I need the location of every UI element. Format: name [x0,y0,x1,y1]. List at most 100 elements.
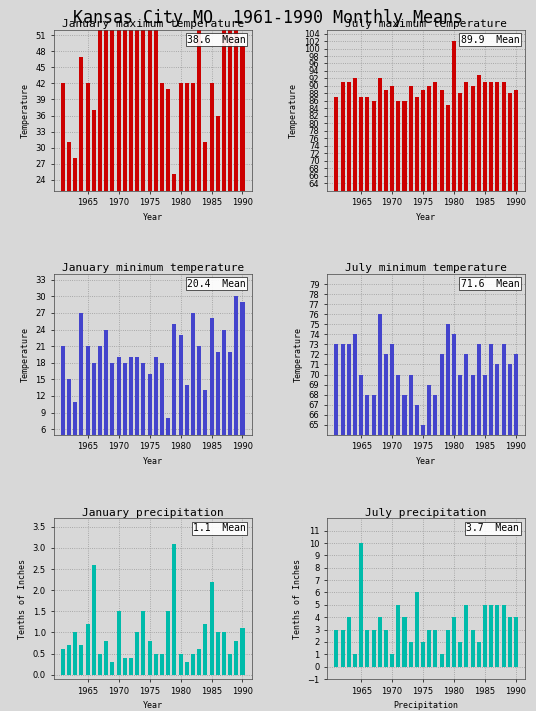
Bar [98,346,102,462]
Bar [67,645,71,675]
Bar [160,83,164,309]
Bar [440,354,444,711]
Text: 3.7  Mean: 3.7 Mean [466,523,519,533]
Bar [241,301,244,462]
Bar [390,344,394,711]
Bar [228,0,232,309]
Bar [178,653,183,675]
Bar [234,641,239,675]
Bar [340,344,345,711]
Bar [403,101,406,422]
Bar [160,653,164,675]
Bar [203,624,207,675]
Bar [495,365,500,711]
Bar [166,89,170,309]
Bar [61,83,65,309]
Bar [129,357,133,462]
Bar [514,617,518,667]
Bar [495,605,500,667]
Bar [241,629,244,675]
Title: January precipitation: January precipitation [82,508,224,518]
Bar [110,363,115,462]
Bar [173,324,176,462]
Bar [79,57,84,309]
Bar [98,0,102,309]
Bar [334,629,338,667]
Bar [160,363,164,462]
Y-axis label: Tenths of Inches: Tenths of Inches [18,559,27,638]
Title: July maximum temperature: July maximum temperature [345,19,507,29]
Text: 89.9  Mean: 89.9 Mean [460,35,519,45]
Bar [340,629,345,667]
Bar [61,346,65,462]
Bar [427,86,431,422]
Bar [147,374,152,462]
Bar [371,395,376,711]
Bar [514,354,518,711]
Text: 1.1  Mean: 1.1 Mean [193,523,246,533]
Text: 20.4  Mean: 20.4 Mean [187,279,246,289]
Bar [166,611,170,675]
X-axis label: Year: Year [143,213,163,222]
Bar [73,402,77,462]
Bar [353,78,357,422]
Bar [403,395,406,711]
Bar [185,385,189,462]
Bar [489,82,493,422]
Bar [79,313,84,462]
Bar [434,629,437,667]
Bar [86,83,90,309]
Bar [215,116,220,309]
Bar [86,346,90,462]
X-axis label: Precipitation: Precipitation [393,701,459,710]
Bar [471,629,475,667]
Bar [347,344,351,711]
Bar [61,649,65,675]
Bar [110,19,115,309]
Bar [452,334,456,711]
Bar [477,75,481,422]
Bar [446,105,450,422]
Bar [203,142,207,309]
Y-axis label: Temperature: Temperature [21,82,29,138]
Y-axis label: Temperature: Temperature [294,327,303,382]
Bar [495,82,500,422]
X-axis label: Year: Year [143,701,163,710]
Bar [483,82,487,422]
Bar [123,363,127,462]
Bar [371,629,376,667]
Bar [147,641,152,675]
Bar [421,424,425,711]
Bar [117,14,121,309]
Bar [502,344,505,711]
Bar [508,93,512,422]
Bar [384,629,388,667]
Bar [215,352,220,462]
Bar [434,82,437,422]
Bar [477,344,481,711]
Bar [458,375,462,711]
X-axis label: Year: Year [416,457,436,466]
Bar [427,629,431,667]
Bar [86,624,90,675]
Bar [464,82,468,422]
Bar [347,617,351,667]
Bar [378,314,382,711]
Bar [421,642,425,667]
Bar [210,319,213,462]
Bar [359,543,363,667]
Bar [123,658,127,675]
Bar [452,617,456,667]
Title: July precipitation: July precipitation [366,508,487,518]
Bar [92,565,96,675]
Bar [142,14,145,309]
Bar [421,90,425,422]
Bar [396,605,400,667]
Bar [471,86,475,422]
Bar [378,617,382,667]
Bar [117,357,121,462]
Y-axis label: Temperature: Temperature [289,82,298,138]
Bar [110,662,115,675]
Bar [334,344,338,711]
Bar [408,375,413,711]
